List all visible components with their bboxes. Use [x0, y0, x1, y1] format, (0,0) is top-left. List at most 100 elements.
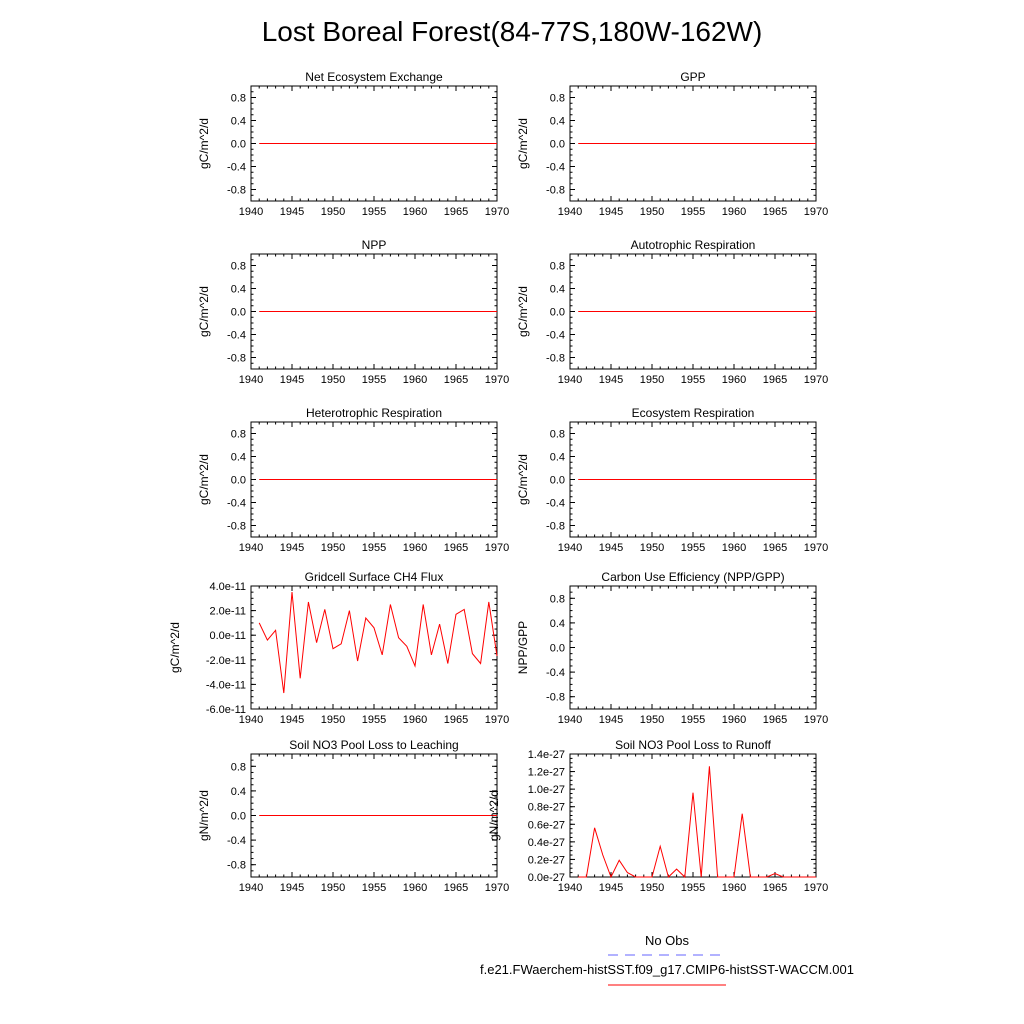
plot-frame — [569, 585, 817, 710]
x-tick-label: 1950 — [321, 374, 345, 386]
y-axis-label: gC/m^2/d — [168, 622, 182, 673]
y-tick-label: 0.0 — [231, 811, 246, 823]
x-tick-label: 1940 — [239, 374, 263, 386]
y-tick-label: 0.4e-27 — [528, 837, 565, 849]
x-tick-label: 1950 — [640, 542, 664, 554]
x-tick-label: 1950 — [321, 882, 345, 894]
y-tick-label: -0.4 — [227, 330, 246, 342]
series-line-1 — [258, 592, 498, 694]
y-axis-label: gN/m^2/d — [197, 790, 211, 841]
y-tick-label: 0.0 — [550, 139, 565, 151]
x-tick-label: 1955 — [681, 374, 705, 386]
y-tick-label: 0.0 — [550, 475, 565, 487]
x-tick-label: 1970 — [804, 206, 828, 218]
x-tick-label: 1960 — [403, 714, 427, 726]
panel-title: Soil NO3 Pool Loss to Runoff — [615, 738, 772, 752]
y-tick-label: 0.0e-27 — [528, 872, 565, 884]
y-tick-label: 0.0 — [550, 643, 565, 655]
panel-10: Soil NO3 Pool Loss to Runoff 1940 1945 1950… — [487, 738, 828, 894]
y-tick-label: 1.4e-27 — [528, 749, 565, 761]
x-tick-label: 1950 — [321, 206, 345, 218]
x-tick-label: 1950 — [640, 374, 664, 386]
y-axis-label: gC/m^2/d — [516, 454, 530, 505]
panel-title: NPP — [362, 238, 387, 252]
x-tick-label: 1960 — [722, 542, 746, 554]
x-tick-label: 1960 — [403, 882, 427, 894]
y-tick-label: 0.4 — [231, 284, 246, 296]
panel-3: NPP 1940 1945 1950 1955 1960 1965 1970 -0.8 -0.4 0… — [197, 238, 509, 386]
panel-5: Heterotrophic Respiration 1940 1945 1950 195… — [197, 406, 509, 554]
y-tick-label: -0.8 — [546, 692, 565, 704]
y-tick-label: 0.0 — [231, 139, 246, 151]
panel-9: Soil NO3 Pool Loss to Leaching 1940 1945 19… — [197, 738, 509, 894]
panel-7: Gridcell Surface CH4 Flux 1940 1945 1950 195… — [168, 570, 509, 726]
y-tick-label: -0.4 — [546, 330, 565, 342]
panel-title: Heterotrophic Respiration — [306, 406, 442, 420]
y-tick-label: -0.8 — [227, 185, 246, 197]
y-tick-label: -0.4 — [546, 498, 565, 510]
x-tick-label: 1940 — [558, 882, 582, 894]
x-tick-label: 1955 — [362, 542, 386, 554]
y-tick-label: -0.4 — [227, 162, 246, 174]
x-tick-label: 1960 — [722, 714, 746, 726]
panel-title: Ecosystem Respiration — [632, 406, 755, 420]
y-tick-label: -0.8 — [227, 353, 246, 365]
x-tick-label: 1965 — [763, 542, 787, 554]
y-tick-label: 0.8 — [550, 593, 565, 605]
x-tick-label: 1940 — [239, 542, 263, 554]
x-tick-label: 1970 — [485, 714, 509, 726]
y-tick-label: 0.8 — [231, 761, 246, 773]
x-tick-label: 1960 — [722, 882, 746, 894]
legend-label-obs: No Obs — [645, 933, 690, 948]
y-tick-label: 1.0e-27 — [528, 784, 565, 796]
x-tick-label: 1955 — [681, 882, 705, 894]
x-tick-label: 1965 — [763, 882, 787, 894]
y-tick-label: -6.0e-11 — [206, 704, 246, 716]
y-tick-label: 0.8 — [550, 429, 565, 441]
x-tick-label: 1965 — [444, 542, 468, 554]
x-tick-label: 1970 — [804, 542, 828, 554]
panel-title: Soil NO3 Pool Loss to Leaching — [289, 738, 458, 752]
x-tick-label: 1960 — [722, 206, 746, 218]
plot-frame — [569, 753, 817, 878]
y-tick-label: 0.8 — [550, 93, 565, 105]
x-tick-label: 1940 — [239, 882, 263, 894]
panel-title: GPP — [680, 70, 705, 84]
y-tick-label: -0.4 — [227, 835, 246, 847]
y-tick-label: 0.8 — [231, 429, 246, 441]
y-axis-label: NPP/GPP — [516, 621, 530, 674]
x-tick-label: 1945 — [599, 206, 623, 218]
x-tick-label: 1970 — [485, 374, 509, 386]
y-tick-label: 0.4 — [550, 452, 565, 464]
y-tick-label: -0.8 — [546, 353, 565, 365]
x-tick-label: 1955 — [681, 714, 705, 726]
panel-6: Ecosystem Respiration 1940 1945 1950 1955 196… — [516, 406, 828, 554]
x-tick-label: 1945 — [280, 206, 304, 218]
x-tick-label: 1960 — [722, 374, 746, 386]
x-tick-label: 1950 — [321, 714, 345, 726]
x-tick-label: 1960 — [403, 542, 427, 554]
y-axis-label: gN/m^2/d — [487, 790, 501, 841]
legend-label-model: f.e21.FWaerchem-histSST.f09_g17.CMIP6-hi… — [480, 962, 854, 977]
x-tick-label: 1970 — [804, 374, 828, 386]
y-tick-label: -0.8 — [546, 521, 565, 533]
legend: No Obs f.e21.FWaerchem-histSST.f09_g17.C… — [480, 933, 854, 986]
x-tick-label: 1945 — [280, 882, 304, 894]
x-tick-label: 1945 — [280, 542, 304, 554]
x-tick-label: 1960 — [403, 374, 427, 386]
x-tick-label: 1945 — [599, 374, 623, 386]
x-tick-label: 1955 — [362, 206, 386, 218]
y-tick-label: -0.8 — [546, 185, 565, 197]
panel-title: Carbon Use Efficiency (NPP/GPP) — [601, 570, 784, 584]
y-tick-label: 0.4 — [550, 116, 565, 128]
x-tick-label: 1955 — [362, 714, 386, 726]
x-tick-label: 1940 — [239, 206, 263, 218]
panel-title: Autotrophic Respiration — [631, 238, 756, 252]
y-tick-label: 0.8e-27 — [528, 802, 565, 814]
y-tick-label: 0.4 — [550, 284, 565, 296]
x-tick-label: 1940 — [239, 714, 263, 726]
y-tick-label: 2.0e-11 — [210, 606, 247, 618]
y-tick-label: -0.4 — [546, 667, 565, 679]
y-tick-label: 0.8 — [231, 93, 246, 105]
